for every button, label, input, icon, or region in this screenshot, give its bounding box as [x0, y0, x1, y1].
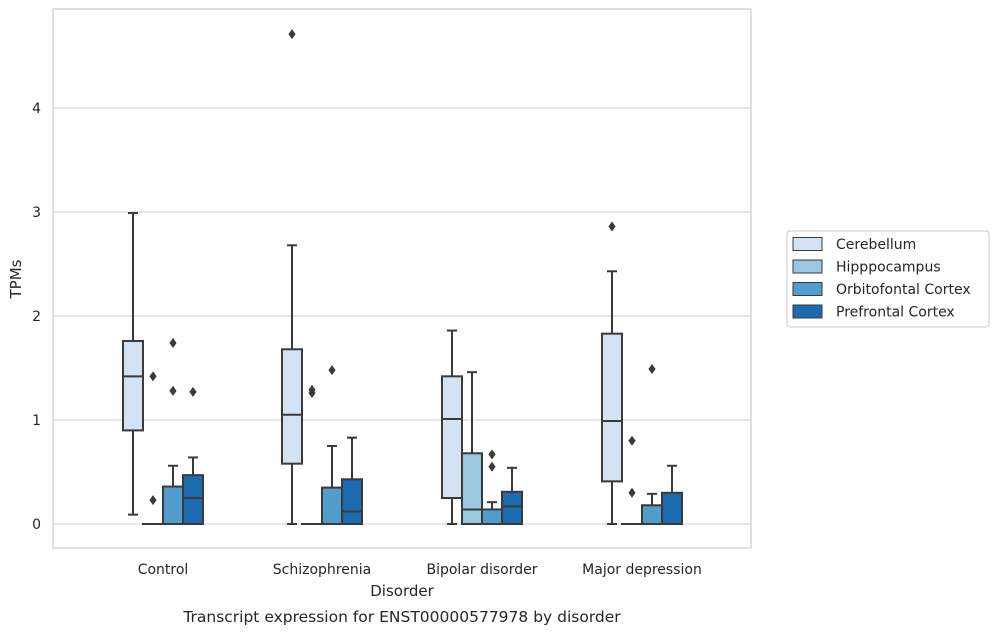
box-orbitofontal-cortex: [641, 364, 663, 525]
box-orbitofontal-cortex: [321, 365, 343, 526]
legend-swatch: [792, 259, 823, 274]
box-body: [601, 332, 623, 483]
outlier-point: [169, 338, 177, 349]
outlier-point: [488, 461, 496, 472]
box-body: [162, 485, 184, 525]
box-body: [122, 339, 144, 432]
y-tick-label: 4: [32, 101, 41, 117]
outlier-point: [169, 385, 177, 396]
box-body: [481, 508, 503, 526]
box-body: [501, 490, 523, 526]
box-body: [281, 348, 303, 465]
box-hipppocampus: [461, 371, 483, 525]
box-prefrontal-cortex: [661, 464, 683, 525]
outlier-point: [608, 221, 616, 232]
y-tick-label: 1: [32, 413, 41, 429]
outlier-point: [149, 371, 157, 382]
outlier-point: [328, 365, 336, 376]
gridlines: [53, 107, 751, 525]
box-prefrontal-cortex: [182, 386, 204, 525]
legend-label: Cerebellum: [836, 237, 916, 253]
y-axis-label: TPMs: [7, 259, 25, 299]
outlier-point: [628, 435, 636, 446]
box-hipppocampus: [301, 384, 323, 526]
box-orbitofontal-cortex: [162, 338, 184, 525]
x-tick-label: Bipolar disorder: [426, 562, 537, 578]
outlier-point: [628, 487, 636, 498]
legend: Cerebellum Hipppocampus Orbitofontal Corte…: [786, 230, 990, 328]
x-tick-label: Major depression: [582, 562, 702, 578]
x-axis-label: Disorder: [370, 582, 434, 600]
box-body: [341, 478, 363, 525]
legend-swatch: [792, 282, 823, 296]
legend-label: Prefrontal Cortex: [836, 305, 955, 321]
box-body: [461, 452, 483, 525]
box-orbitofontal-cortex: [481, 449, 503, 526]
box-hipppocampus: [142, 371, 164, 526]
y-tick-label: 2: [32, 309, 41, 325]
legend-swatch: [792, 304, 823, 319]
x-tick-labels: Control Schizophrenia Bipolar disorder Majo…: [138, 562, 702, 578]
box-prefrontal-cortex: [341, 436, 363, 525]
box-body: [641, 504, 663, 525]
outlier-point: [648, 364, 656, 375]
y-tick-label: 0: [32, 517, 41, 533]
outlier-point: [308, 387, 316, 398]
outlier-point: [288, 29, 296, 40]
box-cerebellum: [601, 221, 623, 525]
legend-label: Hipppocampus: [836, 260, 941, 276]
outlier-point: [189, 386, 197, 397]
box-hipppocampus: [621, 435, 643, 526]
box-plot-marks: [122, 29, 683, 526]
y-tick-labels: 0 1 2 3 4: [32, 101, 41, 533]
legend-frame: [786, 230, 990, 328]
box-cerebellum: [122, 212, 144, 516]
box-body: [661, 491, 683, 525]
box-prefrontal-cortex: [501, 466, 523, 526]
outlier-point: [149, 495, 157, 506]
x-tick-label: Control: [138, 562, 189, 578]
box-body: [441, 375, 463, 500]
box-body: [182, 474, 204, 525]
box-cerebellum: [281, 29, 303, 525]
chart-caption: Transcript expression for ENST0000057797…: [182, 608, 621, 626]
y-tick-label: 3: [32, 205, 41, 221]
box-body: [321, 486, 343, 526]
plot-frame: [52, 8, 752, 549]
outlier-point: [488, 449, 496, 460]
legend-swatch: [792, 237, 823, 251]
legend-label: Orbitofontal Cortex: [836, 282, 971, 298]
box-cerebellum: [441, 329, 463, 525]
x-tick-label: Schizophrenia: [273, 562, 371, 578]
